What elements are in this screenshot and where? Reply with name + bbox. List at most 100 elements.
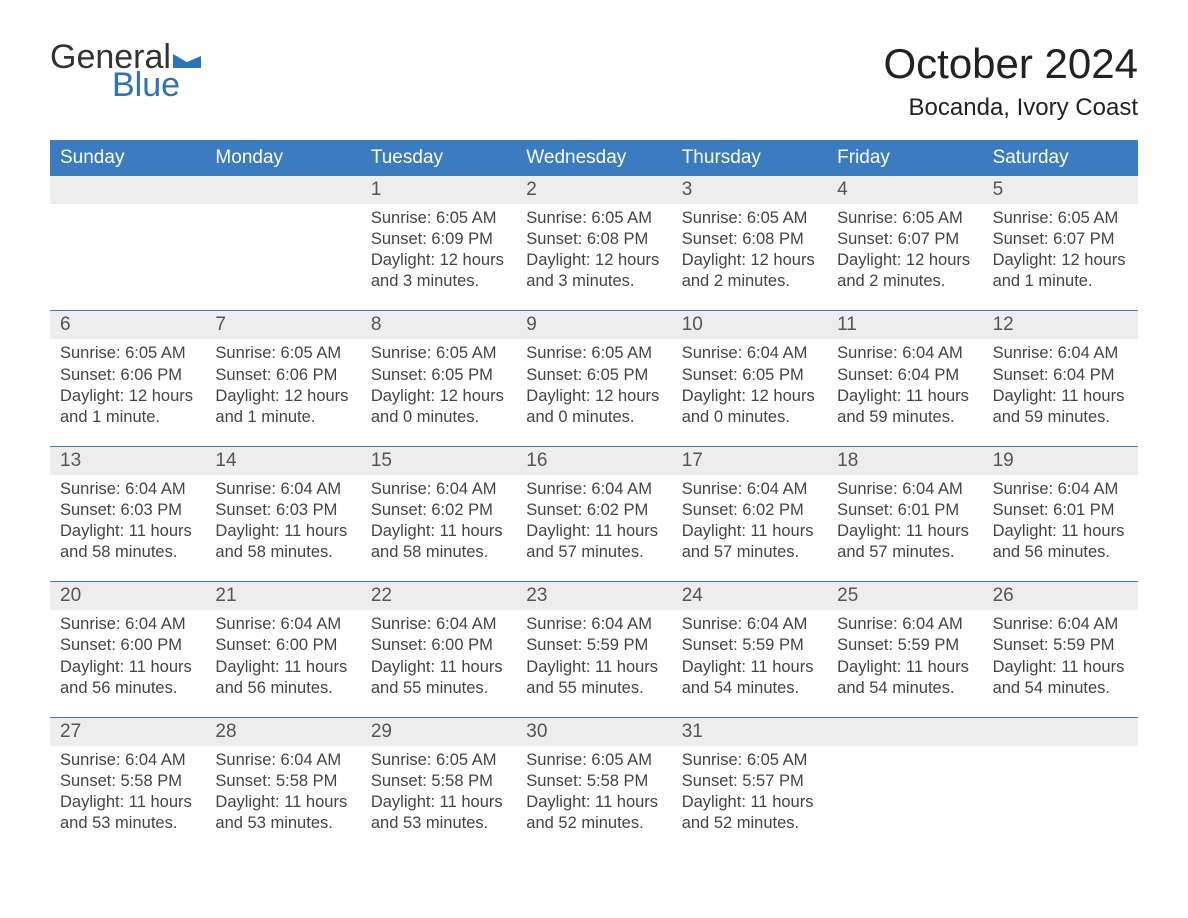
day-number: 15: [361, 447, 516, 475]
sunset-line: Sunset: 6:08 PM: [526, 229, 661, 250]
day-cell: Sunrise: 6:04 AMSunset: 6:04 PMDaylight:…: [983, 339, 1138, 445]
sunset-line: Sunset: 6:06 PM: [60, 365, 195, 386]
sunset-line: Sunset: 6:04 PM: [993, 365, 1128, 386]
daylight-line: Daylight: 11 hours and 54 minutes.: [993, 657, 1128, 699]
daylight-line: Daylight: 11 hours and 57 minutes.: [526, 521, 661, 563]
week-row: 20212223242526Sunrise: 6:04 AMSunset: 6:…: [50, 581, 1138, 716]
daylight-line: Daylight: 12 hours and 1 minute.: [60, 386, 195, 428]
daylight-line: Daylight: 11 hours and 58 minutes.: [215, 521, 350, 563]
day-cell: Sunrise: 6:04 AMSunset: 5:59 PMDaylight:…: [827, 610, 982, 716]
logo: General Blue: [50, 40, 201, 102]
daynum-row: 12345: [50, 176, 1138, 204]
day-cell: [50, 204, 205, 310]
day-cell: Sunrise: 6:05 AMSunset: 6:08 PMDaylight:…: [672, 204, 827, 310]
daylight-line: Daylight: 11 hours and 57 minutes.: [837, 521, 972, 563]
day-number: [50, 176, 205, 204]
day-cell: [827, 746, 982, 852]
sunset-line: Sunset: 6:05 PM: [371, 365, 506, 386]
day-number: 23: [516, 582, 671, 610]
daylight-line: Daylight: 11 hours and 56 minutes.: [60, 657, 195, 699]
day-cell: Sunrise: 6:04 AMSunset: 6:02 PMDaylight:…: [516, 475, 671, 581]
daylight-line: Daylight: 12 hours and 3 minutes.: [526, 250, 661, 292]
sunset-line: Sunset: 6:02 PM: [682, 500, 817, 521]
sunset-line: Sunset: 6:00 PM: [60, 635, 195, 656]
day-number: 6: [50, 311, 205, 339]
daylight-line: Daylight: 12 hours and 0 minutes.: [526, 386, 661, 428]
day-number: 16: [516, 447, 671, 475]
sunrise-line: Sunrise: 6:05 AM: [526, 343, 661, 364]
day-cell: Sunrise: 6:05 AMSunset: 6:05 PMDaylight:…: [516, 339, 671, 445]
sunrise-line: Sunrise: 6:04 AM: [371, 479, 506, 500]
day-cell: Sunrise: 6:04 AMSunset: 6:05 PMDaylight:…: [672, 339, 827, 445]
calendar: SundayMondayTuesdayWednesdayThursdayFrid…: [50, 140, 1138, 852]
daylight-line: Daylight: 11 hours and 59 minutes.: [993, 386, 1128, 428]
daylight-line: Daylight: 11 hours and 54 minutes.: [682, 657, 817, 699]
sunset-line: Sunset: 6:00 PM: [371, 635, 506, 656]
daylight-line: Daylight: 11 hours and 53 minutes.: [215, 792, 350, 834]
sunrise-line: Sunrise: 6:05 AM: [371, 208, 506, 229]
daylight-line: Daylight: 11 hours and 55 minutes.: [526, 657, 661, 699]
daylight-line: Daylight: 11 hours and 52 minutes.: [682, 792, 817, 834]
day-cell: Sunrise: 6:04 AMSunset: 6:04 PMDaylight:…: [827, 339, 982, 445]
sunset-line: Sunset: 6:05 PM: [682, 365, 817, 386]
sunrise-line: Sunrise: 6:04 AM: [60, 479, 195, 500]
sunset-line: Sunset: 6:02 PM: [526, 500, 661, 521]
day-number: 20: [50, 582, 205, 610]
daylight-line: Daylight: 11 hours and 52 minutes.: [526, 792, 661, 834]
day-cell: Sunrise: 6:04 AMSunset: 5:58 PMDaylight:…: [50, 746, 205, 852]
weekday-header: Monday: [205, 140, 360, 176]
day-number: 9: [516, 311, 671, 339]
sunset-line: Sunset: 5:59 PM: [526, 635, 661, 656]
day-number: 4: [827, 176, 982, 204]
sunrise-line: Sunrise: 6:04 AM: [993, 614, 1128, 635]
sunrise-line: Sunrise: 6:05 AM: [215, 343, 350, 364]
sunset-line: Sunset: 6:03 PM: [60, 500, 195, 521]
weekday-header-row: SundayMondayTuesdayWednesdayThursdayFrid…: [50, 140, 1138, 176]
week-row: 2728293031Sunrise: 6:04 AMSunset: 5:58 P…: [50, 717, 1138, 852]
weekday-header: Sunday: [50, 140, 205, 176]
week-row: 12345Sunrise: 6:05 AMSunset: 6:09 PMDayl…: [50, 176, 1138, 310]
day-cell: Sunrise: 6:04 AMSunset: 6:01 PMDaylight:…: [827, 475, 982, 581]
sunset-line: Sunset: 6:03 PM: [215, 500, 350, 521]
daylight-line: Daylight: 11 hours and 58 minutes.: [371, 521, 506, 563]
day-cell: Sunrise: 6:05 AMSunset: 6:06 PMDaylight:…: [50, 339, 205, 445]
day-cell: Sunrise: 6:05 AMSunset: 6:08 PMDaylight:…: [516, 204, 671, 310]
weekday-header: Tuesday: [361, 140, 516, 176]
day-number: 26: [983, 582, 1138, 610]
sunrise-line: Sunrise: 6:04 AM: [993, 343, 1128, 364]
daylight-line: Daylight: 11 hours and 55 minutes.: [371, 657, 506, 699]
day-number: 12: [983, 311, 1138, 339]
daylight-line: Daylight: 12 hours and 2 minutes.: [837, 250, 972, 292]
sunrise-line: Sunrise: 6:05 AM: [682, 750, 817, 771]
sunset-line: Sunset: 5:59 PM: [993, 635, 1128, 656]
day-number: 2: [516, 176, 671, 204]
day-cell: Sunrise: 6:04 AMSunset: 6:03 PMDaylight:…: [50, 475, 205, 581]
daylight-line: Daylight: 11 hours and 56 minutes.: [993, 521, 1128, 563]
day-number: 11: [827, 311, 982, 339]
sunrise-line: Sunrise: 6:04 AM: [682, 479, 817, 500]
day-cell: Sunrise: 6:04 AMSunset: 5:59 PMDaylight:…: [672, 610, 827, 716]
daylight-line: Daylight: 12 hours and 3 minutes.: [371, 250, 506, 292]
day-cell: Sunrise: 6:04 AMSunset: 6:00 PMDaylight:…: [205, 610, 360, 716]
day-cell: Sunrise: 6:04 AMSunset: 6:00 PMDaylight:…: [50, 610, 205, 716]
sunrise-line: Sunrise: 6:05 AM: [682, 208, 817, 229]
daylight-line: Daylight: 11 hours and 57 minutes.: [682, 521, 817, 563]
sunrise-line: Sunrise: 6:04 AM: [837, 343, 972, 364]
sunrise-line: Sunrise: 6:05 AM: [993, 208, 1128, 229]
daylight-line: Daylight: 12 hours and 0 minutes.: [682, 386, 817, 428]
sunrise-line: Sunrise: 6:04 AM: [682, 343, 817, 364]
weekday-header: Thursday: [672, 140, 827, 176]
sunset-line: Sunset: 6:01 PM: [837, 500, 972, 521]
day-number: 29: [361, 718, 516, 746]
location: Bocanda, Ivory Coast: [883, 94, 1138, 122]
sunset-line: Sunset: 6:06 PM: [215, 365, 350, 386]
daynum-row: 6789101112: [50, 311, 1138, 339]
day-number: 3: [672, 176, 827, 204]
day-number: 27: [50, 718, 205, 746]
day-number: [827, 718, 982, 746]
daylight-line: Daylight: 11 hours and 54 minutes.: [837, 657, 972, 699]
day-cell: Sunrise: 6:04 AMSunset: 5:59 PMDaylight:…: [983, 610, 1138, 716]
day-number: 10: [672, 311, 827, 339]
day-cell: Sunrise: 6:05 AMSunset: 5:58 PMDaylight:…: [361, 746, 516, 852]
title-block: October 2024 Bocanda, Ivory Coast: [883, 40, 1138, 122]
